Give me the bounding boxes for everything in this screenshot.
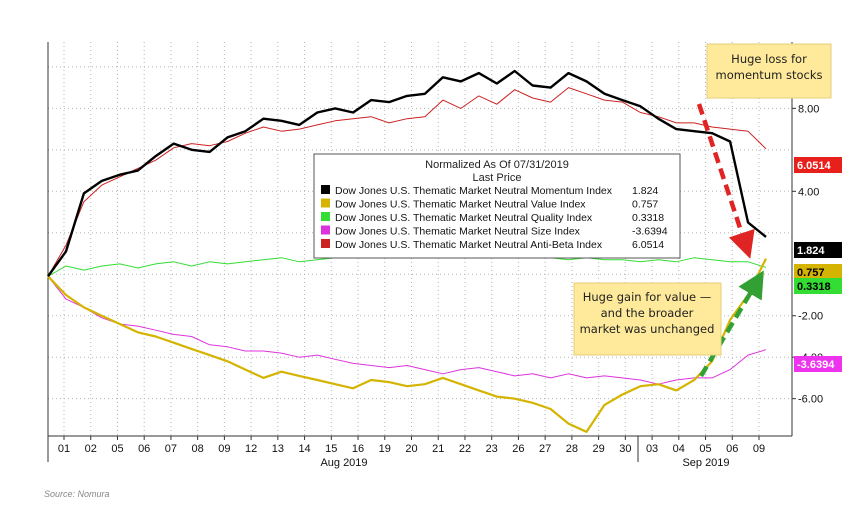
legend-last-price: 1.824 xyxy=(632,185,658,197)
x-tick-label: 16 xyxy=(352,443,364,455)
x-tick-label: 23 xyxy=(486,443,498,455)
last-price-badges: 6.0514 1.824 0.757 0.3318 -3.6394 xyxy=(794,157,842,372)
last-price-badge xyxy=(794,278,842,294)
legend-last-price: -3.6394 xyxy=(632,226,668,238)
series-line xyxy=(47,69,767,278)
x-tick-label: 09 xyxy=(218,443,230,455)
x-tick-label: 02 xyxy=(85,443,97,455)
x-tick-label: 05 xyxy=(111,443,123,455)
legend-last-price: 0.757 xyxy=(632,199,658,211)
legend-last-price: 0.3318 xyxy=(632,212,664,224)
last-price-badge-label: 6.0514 xyxy=(797,160,832,172)
last-price-badge xyxy=(794,356,842,372)
y-tick-label: -6.00 xyxy=(798,394,823,406)
legend-series-name: Dow Jones U.S. Thematic Market Neutral S… xyxy=(335,226,581,238)
last-price-badge xyxy=(794,157,842,173)
x-tick-label: 20 xyxy=(405,443,417,455)
momentum-note-line-2: momentum stocks xyxy=(716,68,823,82)
legend-swatch xyxy=(321,239,330,248)
x-tick-label: 21 xyxy=(432,443,444,455)
last-price-badge-label: 0.3318 xyxy=(797,281,831,293)
legend-last-price: 6.0514 xyxy=(632,239,664,251)
legend-swatch xyxy=(321,185,330,194)
value-note-line-1: Huge gain for value — xyxy=(583,290,712,304)
x-tick-label: 27 xyxy=(539,443,551,455)
x-tick-label: 26 xyxy=(512,443,524,455)
value-note-line-3: market was unchanged xyxy=(580,322,715,336)
x-tick-label: 05 xyxy=(699,443,711,455)
legend-series-name: Dow Jones U.S. Thematic Market Neutral M… xyxy=(335,185,613,197)
x-tick-label: 22 xyxy=(459,443,471,455)
value-note-line-2: and the broader xyxy=(601,306,694,320)
series-lines xyxy=(47,69,767,433)
momentum-note-line-1: Huge loss for xyxy=(731,52,807,66)
legend-series-name: Dow Jones U.S. Thematic Market Neutral V… xyxy=(335,199,586,211)
legend-box: Normalized As Of 07/31/2019 Last Price D… xyxy=(313,153,681,259)
x-tick-label: 29 xyxy=(592,443,604,455)
legend-swatch xyxy=(321,225,330,235)
series-line xyxy=(47,258,767,433)
x-tick-label: 30 xyxy=(619,443,631,455)
x-tick-label: 14 xyxy=(298,443,310,455)
value-note: Huge gain for value — and the broader ma… xyxy=(573,282,722,356)
value-gain-arrow xyxy=(699,270,764,378)
source-note: Source: Nomura xyxy=(44,489,110,499)
y-tick-label: 8.00 xyxy=(798,103,819,115)
x-month-label: Sep 2019 xyxy=(682,457,729,469)
y-tick-label: 4.00 xyxy=(798,186,819,198)
x-tick-label: 07 xyxy=(165,443,177,455)
series-line xyxy=(47,87,767,277)
last-price-badge-label: 0.757 xyxy=(797,267,825,279)
series-line xyxy=(47,275,767,385)
x-tick-label: 04 xyxy=(673,443,685,455)
x-tick-label: 19 xyxy=(379,443,391,455)
x-tick-label: 06 xyxy=(726,443,738,455)
x-tick-label: 15 xyxy=(325,443,337,455)
legend-header-2: Last Price xyxy=(473,172,522,184)
trend-arrows xyxy=(696,103,764,378)
x-tick-label: 06 xyxy=(138,443,150,455)
legend-header-1: Normalized As Of 07/31/2019 xyxy=(425,159,569,171)
legend-rows: Dow Jones U.S. Thematic Market Neutral M… xyxy=(321,185,668,251)
legend-swatch xyxy=(321,198,330,208)
last-price-badge-label: -3.6394 xyxy=(797,359,835,371)
legend-series-name: Dow Jones U.S. Thematic Market Neutral Q… xyxy=(335,212,593,224)
last-price-badge xyxy=(794,242,842,258)
legend-swatch xyxy=(321,212,330,221)
last-price-badge-label: 1.824 xyxy=(797,245,825,257)
momentum-decline-arrow xyxy=(696,103,755,259)
x-tick-label: 01 xyxy=(58,443,70,455)
x-month-label: Aug 2019 xyxy=(320,457,367,469)
x-tick-label: 08 xyxy=(192,443,204,455)
x-tick-label: 09 xyxy=(753,443,765,455)
x-tick-label: 13 xyxy=(272,443,284,455)
y-tick-label: -2.00 xyxy=(798,311,823,323)
x-tick-label: 03 xyxy=(646,443,658,455)
x-tick-label: 12 xyxy=(245,443,257,455)
last-price-badge xyxy=(794,264,842,280)
axes: 8.004.00-2.00-4.00-6.0001020506070809121… xyxy=(47,42,823,469)
legend-series-name: Dow Jones U.S. Thematic Market Neutral A… xyxy=(335,239,603,251)
x-tick-label: 28 xyxy=(566,443,578,455)
momentum-note: Huge loss for momentum stocks xyxy=(706,43,832,99)
